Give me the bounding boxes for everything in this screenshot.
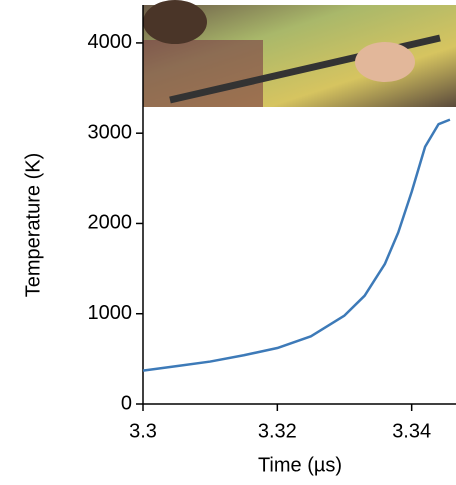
x-tick-label: 3.3 — [129, 420, 157, 442]
y-tick-label: 1000 — [88, 302, 133, 324]
y-tick-label: 2000 — [88, 212, 133, 234]
chart: Time (µs) Temperature (K) 0 1000 2000 3000 4… — [0, 0, 456, 485]
x-axis-label: Time (µs) — [258, 454, 342, 476]
x-tick-label: 3.32 — [258, 420, 297, 442]
data-line — [143, 120, 450, 371]
y-axis-label: Temperature (K) — [22, 153, 44, 298]
x-tick-label: 3.34 — [392, 420, 431, 442]
y-tick-label: 0 — [121, 392, 132, 414]
y-tick-label: 4000 — [88, 31, 133, 53]
y-tick-label: 3000 — [88, 121, 133, 143]
photo-inset — [143, 0, 456, 107]
